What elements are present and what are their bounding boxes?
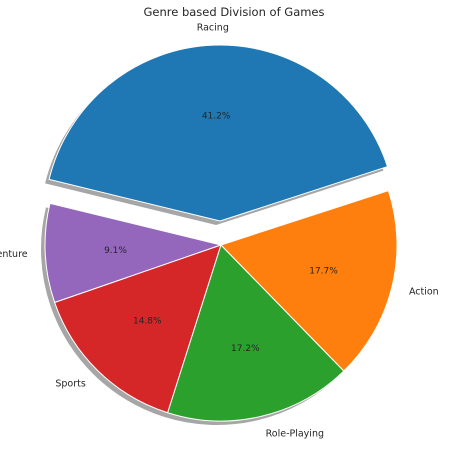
- chart-title: Genre based Division of Games: [143, 5, 324, 19]
- pie-slices: [44, 44, 398, 422]
- percent-label-sports: 14.8%: [133, 317, 162, 327]
- slice-adventure: [44, 202, 222, 304]
- pie-labels: 41.2% Racing 9.1% Adventure 14.8% Sports 17.2%…: [0, 23, 439, 440]
- percent-label-racing: 41.2%: [202, 111, 231, 121]
- percent-label-role-playing: 17.2%: [231, 344, 260, 354]
- category-label-racing: Racing: [197, 23, 229, 34]
- slice-action: [220, 190, 398, 372]
- percent-label-action: 17.7%: [309, 266, 338, 276]
- category-label-action: Action: [409, 286, 439, 297]
- slice-role-playing: [167, 244, 345, 422]
- category-label-sports: Sports: [55, 379, 86, 390]
- slice-sports: [54, 244, 222, 414]
- slice-racing: [48, 44, 388, 222]
- category-label-role-playing: Role-Playing: [266, 428, 324, 439]
- category-label-adventure: Adventure: [0, 249, 28, 260]
- percent-label-adventure: 9.1%: [104, 246, 127, 256]
